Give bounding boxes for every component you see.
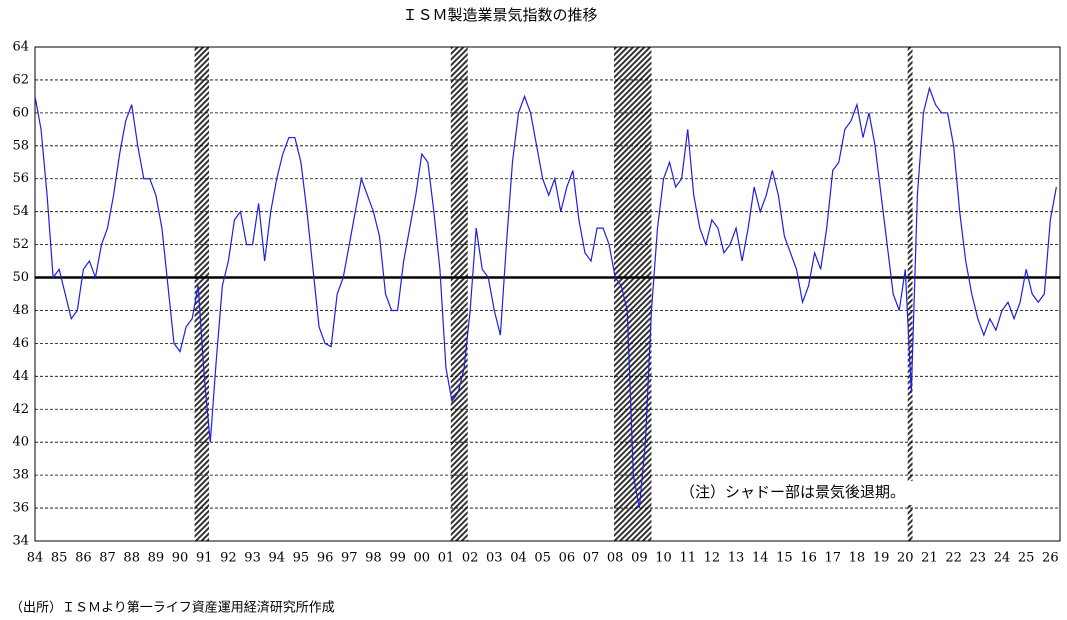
x-tick-label: 21 — [921, 551, 938, 566]
y-tick-label: 44 — [12, 369, 29, 384]
note: （注）シャドー部は景気後退期。 — [680, 483, 905, 501]
x-tick-label: 17 — [824, 551, 841, 566]
x-tick-label: 14 — [752, 551, 769, 566]
x-tick-label: 99 — [389, 551, 406, 566]
x-tick-label: 01 — [438, 551, 455, 566]
y-tick-label: 38 — [12, 468, 29, 483]
y-tick-label: 56 — [12, 171, 29, 186]
x-tick-label: 13 — [728, 551, 745, 566]
y-tick-label: 52 — [12, 237, 29, 252]
x-tick-label: 87 — [99, 551, 116, 566]
x-tick-label: 11 — [679, 551, 696, 566]
x-tick-label: 95 — [293, 551, 310, 566]
y-tick-label: 64 — [12, 40, 29, 55]
x-tick-label: 20 — [897, 551, 914, 566]
line-series — [34, 86, 1057, 509]
plot-frame — [34, 46, 1061, 542]
x-tick-label: 91 — [196, 551, 213, 566]
x-tick-label: 96 — [317, 551, 334, 566]
y-tick-label: 46 — [12, 336, 29, 351]
y-tick-label: 48 — [12, 303, 29, 318]
x-tick-label: 86 — [75, 551, 92, 566]
x-tick-label: 23 — [970, 551, 987, 566]
x-tick-label: 15 — [776, 551, 793, 566]
x-tick-label: 93 — [244, 551, 261, 566]
y-tick-label: 54 — [12, 204, 29, 219]
x-tick-label: 12 — [704, 551, 721, 566]
y-tick-label: 62 — [12, 72, 29, 87]
x-tick-label: 94 — [268, 551, 285, 566]
x-tick-label: 19 — [873, 551, 890, 566]
x-tick-label: 06 — [559, 551, 576, 566]
y-tick-label: 50 — [12, 270, 29, 285]
x-tick-label: 07 — [583, 551, 600, 566]
x-tick-label: 25 — [1018, 551, 1035, 566]
x-tick-label: 84 — [27, 551, 44, 566]
x-tick-label: 97 — [341, 551, 358, 566]
y-tick-label: 40 — [12, 435, 29, 450]
x-tick-label: 18 — [849, 551, 866, 566]
chart-title: ＩＳＭ製造業景気指数の推移 — [402, 6, 597, 24]
x-tick-label: 92 — [220, 551, 237, 566]
x-tick-label: 89 — [148, 551, 165, 566]
note-bg — [676, 481, 966, 505]
x-tick-label: 85 — [51, 551, 68, 566]
x-tick-label: 16 — [800, 551, 817, 566]
x-tick-label: 24 — [994, 551, 1011, 566]
x-tick-label: 88 — [123, 551, 140, 566]
y-tick-label: 36 — [12, 501, 29, 516]
x-tick-label: 10 — [655, 551, 672, 566]
x-tick-label: 22 — [945, 551, 962, 566]
recession-shade — [194, 47, 210, 541]
x-tick-label: 02 — [462, 551, 479, 566]
source: （出所）ＩＳＭより第一ライフ資産運用経済研究所作成 — [10, 600, 335, 616]
x-tick-label: 98 — [365, 551, 382, 566]
x-tick-label: 08 — [607, 551, 624, 566]
recession-shade — [907, 47, 913, 541]
x-tick-label: 04 — [510, 551, 527, 566]
y-tick-label: 58 — [12, 138, 29, 153]
y-tick-label: 60 — [12, 105, 29, 120]
x-tick-label: 26 — [1042, 551, 1059, 566]
x-tick-label: 00 — [414, 551, 431, 566]
y-tick-label: 34 — [12, 534, 29, 549]
x-tick-label: 90 — [172, 551, 189, 566]
recession-shade — [450, 47, 468, 541]
x-tick-label: 03 — [486, 551, 503, 566]
x-tick-label: 09 — [631, 551, 648, 566]
y-tick-label: 42 — [12, 402, 29, 417]
x-tick-label: 05 — [534, 551, 551, 566]
